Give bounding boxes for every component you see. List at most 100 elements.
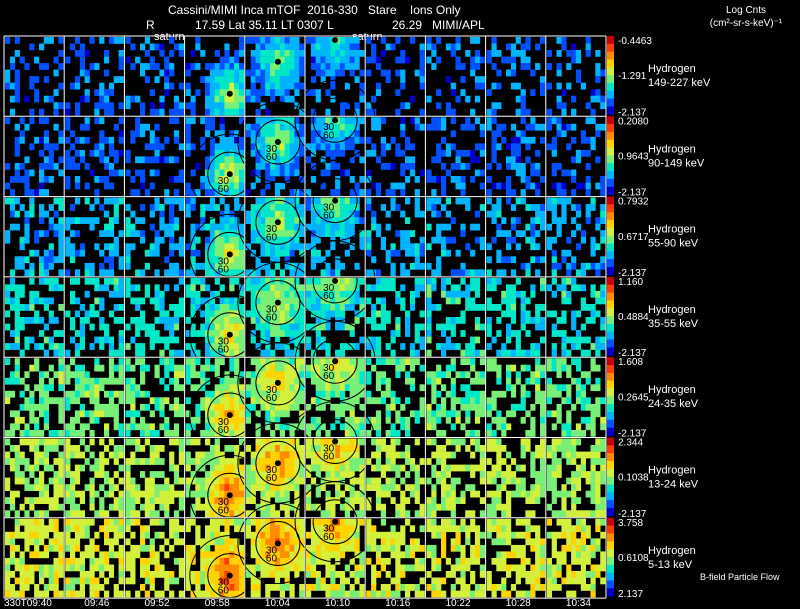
- heatmap-cell: [195, 304, 201, 311]
- heatmap-cell: [65, 510, 71, 518]
- heatmap-cell: [224, 102, 230, 110]
- heatmap-cell: [58, 438, 64, 446]
- heatmap-cell: [65, 249, 71, 257]
- heatmap-cell: [270, 403, 276, 411]
- heatmap-cell: [185, 290, 191, 298]
- heatmap-cell: [39, 371, 45, 379]
- heatmap-cell: [520, 323, 526, 331]
- heatmap-cell: [190, 458, 196, 465]
- heatmap-cell: [108, 269, 115, 277]
- heatmap-cell: [366, 197, 372, 205]
- heatmap-cell: [470, 108, 476, 116]
- heatmap-cell: [113, 349, 119, 357]
- heatmap-cell: [39, 262, 45, 270]
- heatmap-cell: [426, 290, 432, 298]
- heatmap-cell: [571, 108, 577, 116]
- heatmap-cell: [515, 403, 521, 411]
- heatmap-cell: [53, 438, 59, 446]
- contour-label: 60: [323, 130, 335, 141]
- heatmap-cell: [135, 317, 141, 324]
- heatmap-cell: [34, 95, 40, 103]
- heatmap-cell: [14, 423, 20, 431]
- heatmap-cell: [474, 277, 481, 285]
- heatmap-cell: [89, 430, 95, 437]
- heatmap-cell: [546, 390, 552, 398]
- heatmap-cell: [510, 310, 517, 318]
- heatmap-cell: [371, 304, 377, 311]
- heatmap-cell: [58, 384, 64, 392]
- heatmap-cell: [571, 343, 577, 350]
- heatmap-cell: [520, 176, 526, 183]
- heatmap-cell: [289, 277, 295, 285]
- heatmap-cell: [474, 269, 481, 277]
- heatmap-cell: [94, 471, 100, 478]
- colorbar-segment: [607, 216, 614, 221]
- heatmap-cell: [29, 503, 35, 511]
- heatmap-cell: [79, 451, 85, 459]
- heatmap-cell: [270, 290, 276, 298]
- heatmap-cell: [99, 403, 105, 411]
- heatmap-cell: [79, 149, 85, 157]
- heatmap-cell: [39, 484, 45, 491]
- heatmap-cell: [224, 169, 230, 177]
- heatmap-cell: [214, 445, 220, 452]
- heatmap-cell: [39, 317, 45, 324]
- heatmap-cell: [431, 438, 437, 446]
- heatmap-cell: [239, 323, 245, 331]
- heatmap-cell: [130, 136, 136, 144]
- heatmap-cell: [320, 477, 326, 485]
- heatmap-cell: [566, 423, 572, 431]
- heatmap-cell: [510, 490, 517, 498]
- heatmap-cell: [400, 490, 406, 498]
- heatmap-cell: [479, 458, 485, 465]
- heatmap-cell: [556, 403, 562, 411]
- heatmap-cell: [491, 43, 497, 51]
- contour-line: [255, 440, 301, 486]
- heatmap-cell: [260, 403, 266, 411]
- heatmap-cell: [366, 56, 372, 64]
- heatmap-cell: [371, 256, 377, 264]
- heatmap-cell: [486, 503, 492, 511]
- heatmap-cell: [118, 445, 124, 452]
- heatmap-cell: [265, 108, 271, 116]
- heatmap-cell: [74, 163, 81, 170]
- heatmap-cell: [390, 430, 396, 437]
- heatmap-cell: [164, 490, 170, 498]
- heatmap-cell: [330, 149, 336, 157]
- heatmap-cell: [118, 336, 124, 344]
- heatmap-cell: [375, 223, 382, 231]
- heatmap-cell: [125, 256, 131, 264]
- saturn-marker: [226, 90, 233, 97]
- heatmap-cell: [595, 123, 601, 131]
- heatmap-cell: [486, 317, 492, 324]
- heatmap-cell: [219, 297, 225, 305]
- heatmap-cell: [575, 210, 582, 218]
- heatmap-cell: [486, 330, 492, 337]
- heatmap-cell: [595, 63, 601, 70]
- heatmap-cell: [274, 464, 281, 472]
- heatmap-cell: [209, 445, 216, 452]
- heatmap-cell: [441, 182, 447, 190]
- heatmap-cell: [53, 397, 59, 405]
- heatmap-cell: [29, 445, 35, 452]
- heatmap-cell: [436, 223, 442, 231]
- heatmap-cell: [441, 149, 447, 157]
- heatmap-cell: [535, 349, 541, 357]
- colorbar-segment: [607, 43, 614, 49]
- heatmap-cell: [245, 410, 251, 418]
- heatmap-cell: [164, 358, 170, 365]
- heatmap-cell: [400, 284, 406, 292]
- heatmap-cell: [58, 371, 64, 379]
- heatmap-cell: [229, 397, 235, 405]
- heatmap-cell: [294, 458, 300, 465]
- heatmap-cell: [190, 477, 196, 485]
- heatmap-cell: [585, 102, 591, 110]
- heatmap-cell: [600, 262, 606, 270]
- heatmap-cell: [279, 458, 285, 465]
- heatmap-cell: [48, 317, 54, 324]
- heatmap-cell: [19, 284, 25, 292]
- heatmap-cell: [200, 397, 206, 405]
- heatmap-cell: [164, 336, 170, 344]
- heatmap-cell: [260, 149, 266, 157]
